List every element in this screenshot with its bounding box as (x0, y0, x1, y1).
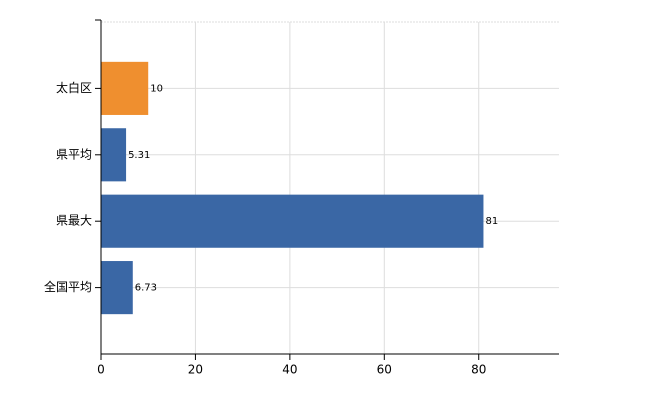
value-label: 5.31 (128, 150, 150, 161)
y-tick-label: 全国平均 (44, 279, 92, 294)
value-label: 81 (485, 216, 498, 227)
x-tick-label: 20 (188, 363, 203, 377)
x-tick-label: 80 (471, 363, 486, 377)
value-label: 10 (150, 83, 163, 94)
x-tick-label: 0 (97, 363, 105, 377)
bar (101, 61, 149, 115)
y-tick-label: 県平均 (56, 147, 92, 161)
bar (101, 261, 133, 315)
value-label: 6.73 (135, 283, 157, 294)
x-tick-label: 40 (282, 363, 297, 377)
y-tick-label: 県最大 (56, 214, 92, 228)
x-tick-label: 60 (377, 363, 392, 377)
bar (101, 128, 127, 182)
bar (101, 194, 484, 248)
y-tick-label: 太白区 (56, 80, 92, 95)
